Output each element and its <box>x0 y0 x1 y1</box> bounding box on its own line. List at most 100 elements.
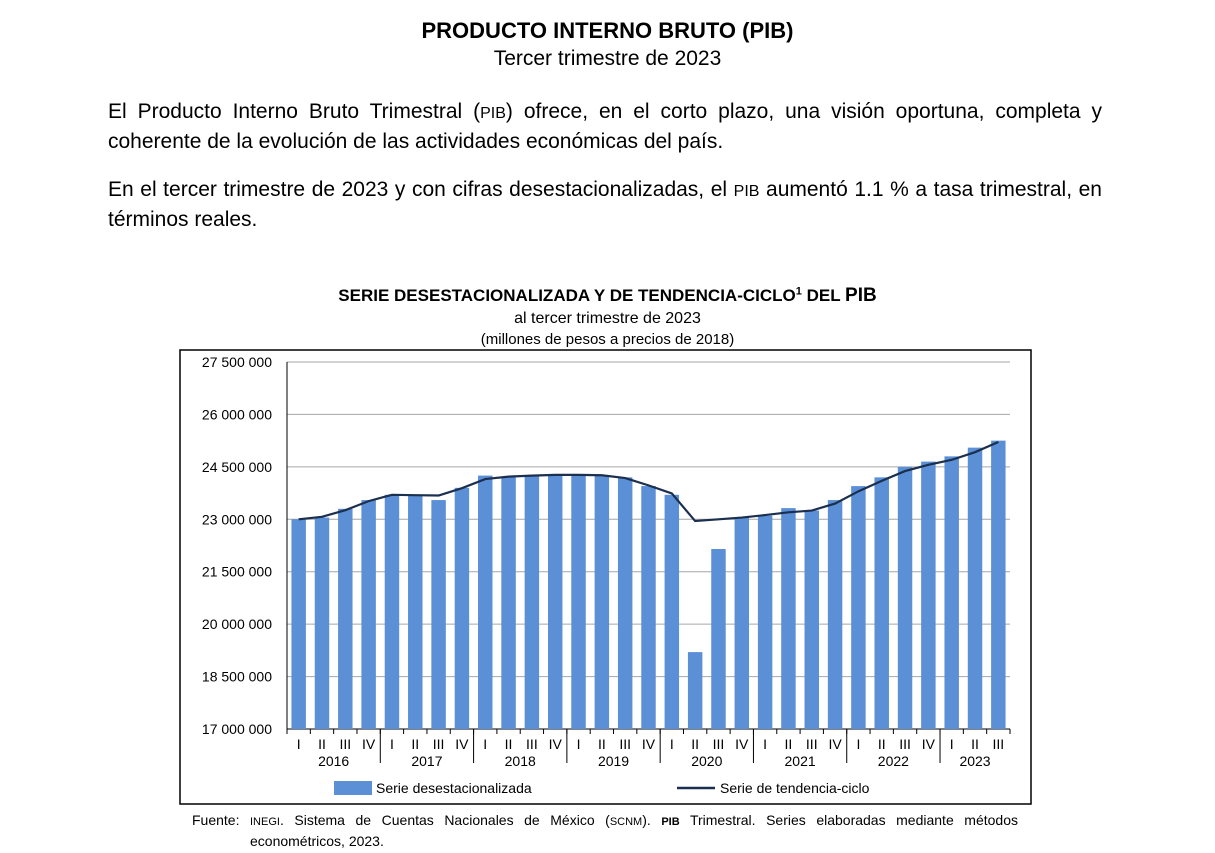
intro-paragraph: El Producto Interno Bruto Trimestral (PI… <box>108 98 1102 156</box>
data-bar <box>478 475 493 729</box>
p2-text-b: aumentó 1.1 % a tasa trimestral, en térm… <box>108 178 1102 231</box>
data-bar <box>851 486 866 729</box>
legend-line-label: Serie de tendencia-ciclo <box>720 780 870 796</box>
x-tick-label: II <box>411 736 419 752</box>
chart-title-main: SERIE DESESTACIONALIZADA Y DE TENDENCIA-… <box>338 286 796 305</box>
data-bar <box>687 652 703 729</box>
chart-units: (millones de pesos a precios de 2018) <box>480 331 735 348</box>
data-bar <box>991 440 1006 729</box>
x-tick-label: III <box>806 736 818 752</box>
x-tick-label: I <box>670 736 674 752</box>
x-tick-label: IV <box>922 736 936 752</box>
page-title: PRODUCTO INTERNO BRUTO (PIB) <box>421 18 794 43</box>
x-tick-label: IV <box>828 736 842 752</box>
data-bar <box>501 477 516 729</box>
x-tick-label: II <box>971 736 979 752</box>
source-text: INEGI. Sistema de Cuentas Nacionales de … <box>250 811 1018 851</box>
x-tick-label: IV <box>362 736 376 752</box>
result-paragraph: En el tercer trimestre de 2023 y con cif… <box>108 176 1102 234</box>
x-tick-label: III <box>619 736 631 752</box>
x-tick-label: II <box>505 736 513 752</box>
data-bar <box>384 494 400 729</box>
chart-frame <box>179 349 1032 805</box>
x-tick-label: II <box>318 736 326 752</box>
legend-bar-label: Serie desestacionalizada <box>376 780 532 796</box>
x-tick-label: I <box>856 736 860 752</box>
data-bar <box>804 510 819 729</box>
data-bar <box>431 500 446 729</box>
year-label: 2018 <box>505 753 536 769</box>
p2-abbr: PIB <box>733 183 760 200</box>
p1-text-b: ) ofrece, en el corto plazo, una visión … <box>108 100 1102 153</box>
data-bar <box>571 475 586 729</box>
year-label: 2022 <box>878 753 909 769</box>
p1-text-a: El Producto Interno Bruto Trimestral ( <box>108 100 481 123</box>
p2-text-a: En el tercer trimestre de 2023 y con cif… <box>108 178 734 201</box>
chart-title-join: DEL <box>801 286 846 305</box>
year-label: 2016 <box>318 753 349 769</box>
data-bar <box>944 456 959 729</box>
x-tick-label: III <box>433 736 445 752</box>
data-bar <box>594 475 610 729</box>
source-pib: PIB <box>661 816 680 828</box>
data-bar <box>361 500 376 729</box>
data-bar <box>921 461 936 729</box>
source-text-a: . Sistema de Cuentas Nacionales de Méxic… <box>279 812 610 828</box>
year-label: 2020 <box>691 753 722 769</box>
page-subtitle: Tercer trimestre de 2023 <box>493 47 722 70</box>
x-tick-label: I <box>483 736 487 752</box>
year-label: 2021 <box>785 753 816 769</box>
data-bar <box>827 500 843 729</box>
data-bar <box>641 486 656 729</box>
data-bar <box>874 477 889 729</box>
data-bar <box>781 508 796 729</box>
x-tick-label: I <box>577 736 581 752</box>
y-tick-label: 21 500 000 <box>202 564 272 580</box>
legend-bar-swatch <box>334 781 372 795</box>
x-tick-label: III <box>899 736 911 752</box>
data-bar <box>757 515 773 729</box>
x-tick-label: IV <box>735 736 749 752</box>
y-tick-label: 18 500 000 <box>202 669 272 685</box>
x-tick-label: III <box>526 736 538 752</box>
x-tick-label: II <box>878 736 886 752</box>
y-tick-label: 17 000 000 <box>202 721 272 737</box>
data-bar <box>711 548 726 729</box>
y-tick-label: 20 000 000 <box>202 616 272 632</box>
data-bar <box>408 494 423 729</box>
y-tick-label: 27 500 000 <box>202 354 272 370</box>
x-tick-label: II <box>598 736 606 752</box>
data-bar <box>314 517 330 729</box>
x-tick-label: IV <box>455 736 469 752</box>
chart-subtitle: al tercer trimestre de 2023 <box>514 310 701 327</box>
source-scnm: SCNM <box>609 816 643 828</box>
x-tick-label: I <box>390 736 394 752</box>
data-bar <box>664 494 680 729</box>
data-bar <box>547 475 563 729</box>
source-text-b: ). <box>642 812 662 828</box>
year-label: 2017 <box>411 753 442 769</box>
data-bar <box>338 508 353 729</box>
x-tick-label: III <box>993 736 1005 752</box>
x-tick-label: I <box>297 736 301 752</box>
x-tick-label: IV <box>549 736 563 752</box>
x-tick-label: I <box>950 736 954 752</box>
data-bar <box>617 477 633 729</box>
source-text-c: Trimestral. Series elaboradas mediante m… <box>250 812 1018 849</box>
source-label: Fuente: <box>192 812 240 828</box>
data-bar <box>897 466 913 729</box>
x-tick-label: II <box>785 736 793 752</box>
data-bar <box>734 517 750 729</box>
y-tick-label: 24 500 000 <box>202 459 272 475</box>
x-tick-label: II <box>691 736 699 752</box>
data-bar <box>524 475 540 729</box>
trend-line <box>298 441 999 523</box>
x-tick-label: III <box>713 736 725 752</box>
y-tick-label: 26 000 000 <box>202 406 272 422</box>
data-bar <box>454 487 470 729</box>
source-note: Fuente: INEGI. Sistema de Cuentas Nacion… <box>192 811 1018 851</box>
x-tick-label: III <box>339 736 351 752</box>
year-label: 2023 <box>959 753 990 769</box>
x-tick-label: I <box>763 736 767 752</box>
